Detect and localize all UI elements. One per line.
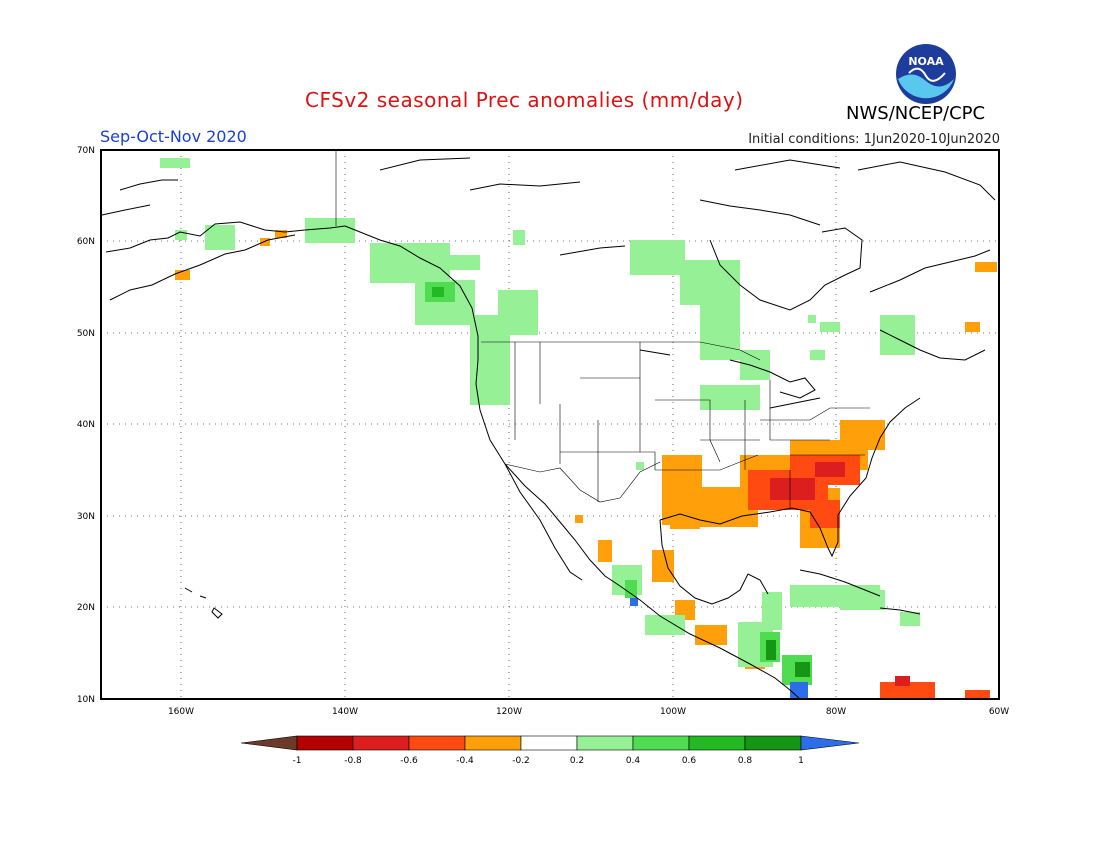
lon-label-100w: 100W bbox=[660, 707, 686, 717]
colorbar-swatches bbox=[240, 735, 860, 751]
colorbar-label: -0.8 bbox=[344, 756, 362, 766]
season-label: Sep-Oct-Nov 2020 bbox=[100, 127, 247, 146]
longitude-labels: 160W 140W 120W 100W 80W 60W bbox=[168, 707, 1009, 717]
anomaly-pacific-northwest bbox=[160, 158, 538, 405]
lon-label-60w: 60W bbox=[989, 707, 1009, 717]
colorbar-labels: -1 -0.8 -0.6 -0.4 -0.2 0.2 0.4 0.6 0.8 1 bbox=[293, 756, 804, 766]
colorbar-swatch bbox=[632, 735, 690, 751]
colorbar-label: -0.2 bbox=[512, 756, 530, 766]
anomaly-blue bbox=[630, 598, 808, 699]
lon-label-160w: 160W bbox=[168, 707, 194, 717]
anomaly-south-america bbox=[880, 682, 990, 699]
colorbar-label: -0.6 bbox=[400, 756, 418, 766]
lat-label-60n: 60N bbox=[77, 237, 95, 247]
colorbar-label: 1 bbox=[798, 756, 804, 766]
colorbar-swatch bbox=[240, 735, 298, 751]
anomaly-south-america-core bbox=[895, 676, 910, 686]
noaa-logo: NOAA bbox=[896, 44, 956, 104]
colorbar-swatch bbox=[576, 735, 634, 751]
anomaly-alaska-dry bbox=[175, 230, 997, 332]
lon-label-140w: 140W bbox=[332, 707, 358, 717]
colorbar-label: 0.4 bbox=[626, 756, 641, 766]
lon-label-80w: 80W bbox=[826, 707, 846, 717]
colorbar-swatch bbox=[688, 735, 746, 751]
colorbar-label: -1 bbox=[293, 756, 302, 766]
colorbar-swatch bbox=[464, 735, 522, 751]
anomaly-hudson bbox=[630, 240, 915, 410]
anomaly-texas-wet bbox=[636, 462, 644, 470]
colorbar-label: 0.6 bbox=[682, 756, 697, 766]
colorbar-label: 0.8 bbox=[738, 756, 753, 766]
lon-label-120w: 120W bbox=[496, 707, 522, 717]
colorbar-swatch bbox=[520, 735, 578, 751]
colorbar-swatch bbox=[408, 735, 466, 751]
anomaly-georgia-core bbox=[770, 462, 845, 500]
lat-label-40n: 40N bbox=[77, 420, 95, 430]
lat-label-20n: 20N bbox=[77, 603, 95, 613]
colorbar-swatch bbox=[352, 735, 410, 751]
anomaly-cells bbox=[160, 158, 997, 699]
colorbar-swatch bbox=[744, 735, 802, 751]
colorbar-label: 0.2 bbox=[570, 756, 584, 766]
lat-label-50n: 50N bbox=[77, 329, 95, 339]
initial-conditions-label: Initial conditions: 1Jun2020-10Jun2020 bbox=[748, 132, 1000, 147]
lat-label-30n: 30N bbox=[77, 512, 95, 522]
colorbar-label: -0.4 bbox=[456, 756, 474, 766]
colorbar-swatch bbox=[800, 735, 860, 751]
anomaly-central-america-strong bbox=[766, 640, 810, 677]
logo-text: NOAA bbox=[908, 55, 944, 68]
latitude-labels: 70N 60N 50N 40N 30N 20N 10N bbox=[77, 146, 95, 705]
lat-label-70n: 70N bbox=[77, 146, 95, 156]
coastlines bbox=[101, 157, 996, 699]
anomaly-caribbean bbox=[840, 590, 920, 626]
colorbar-swatch bbox=[296, 735, 354, 751]
political-borders bbox=[335, 150, 870, 510]
lat-label-10n: 10N bbox=[77, 695, 95, 705]
anomaly-bc-strong bbox=[432, 287, 444, 297]
agency-label: NWS/NCEP/CPC bbox=[846, 103, 986, 124]
chart-title: CFSv2 seasonal Prec anomalies (mm/day) bbox=[305, 88, 744, 112]
